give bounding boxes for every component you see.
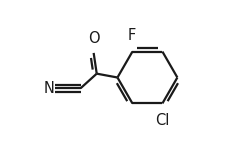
Text: N: N (44, 81, 55, 96)
Text: Cl: Cl (155, 113, 170, 128)
Text: O: O (88, 31, 99, 46)
Text: F: F (128, 28, 136, 43)
